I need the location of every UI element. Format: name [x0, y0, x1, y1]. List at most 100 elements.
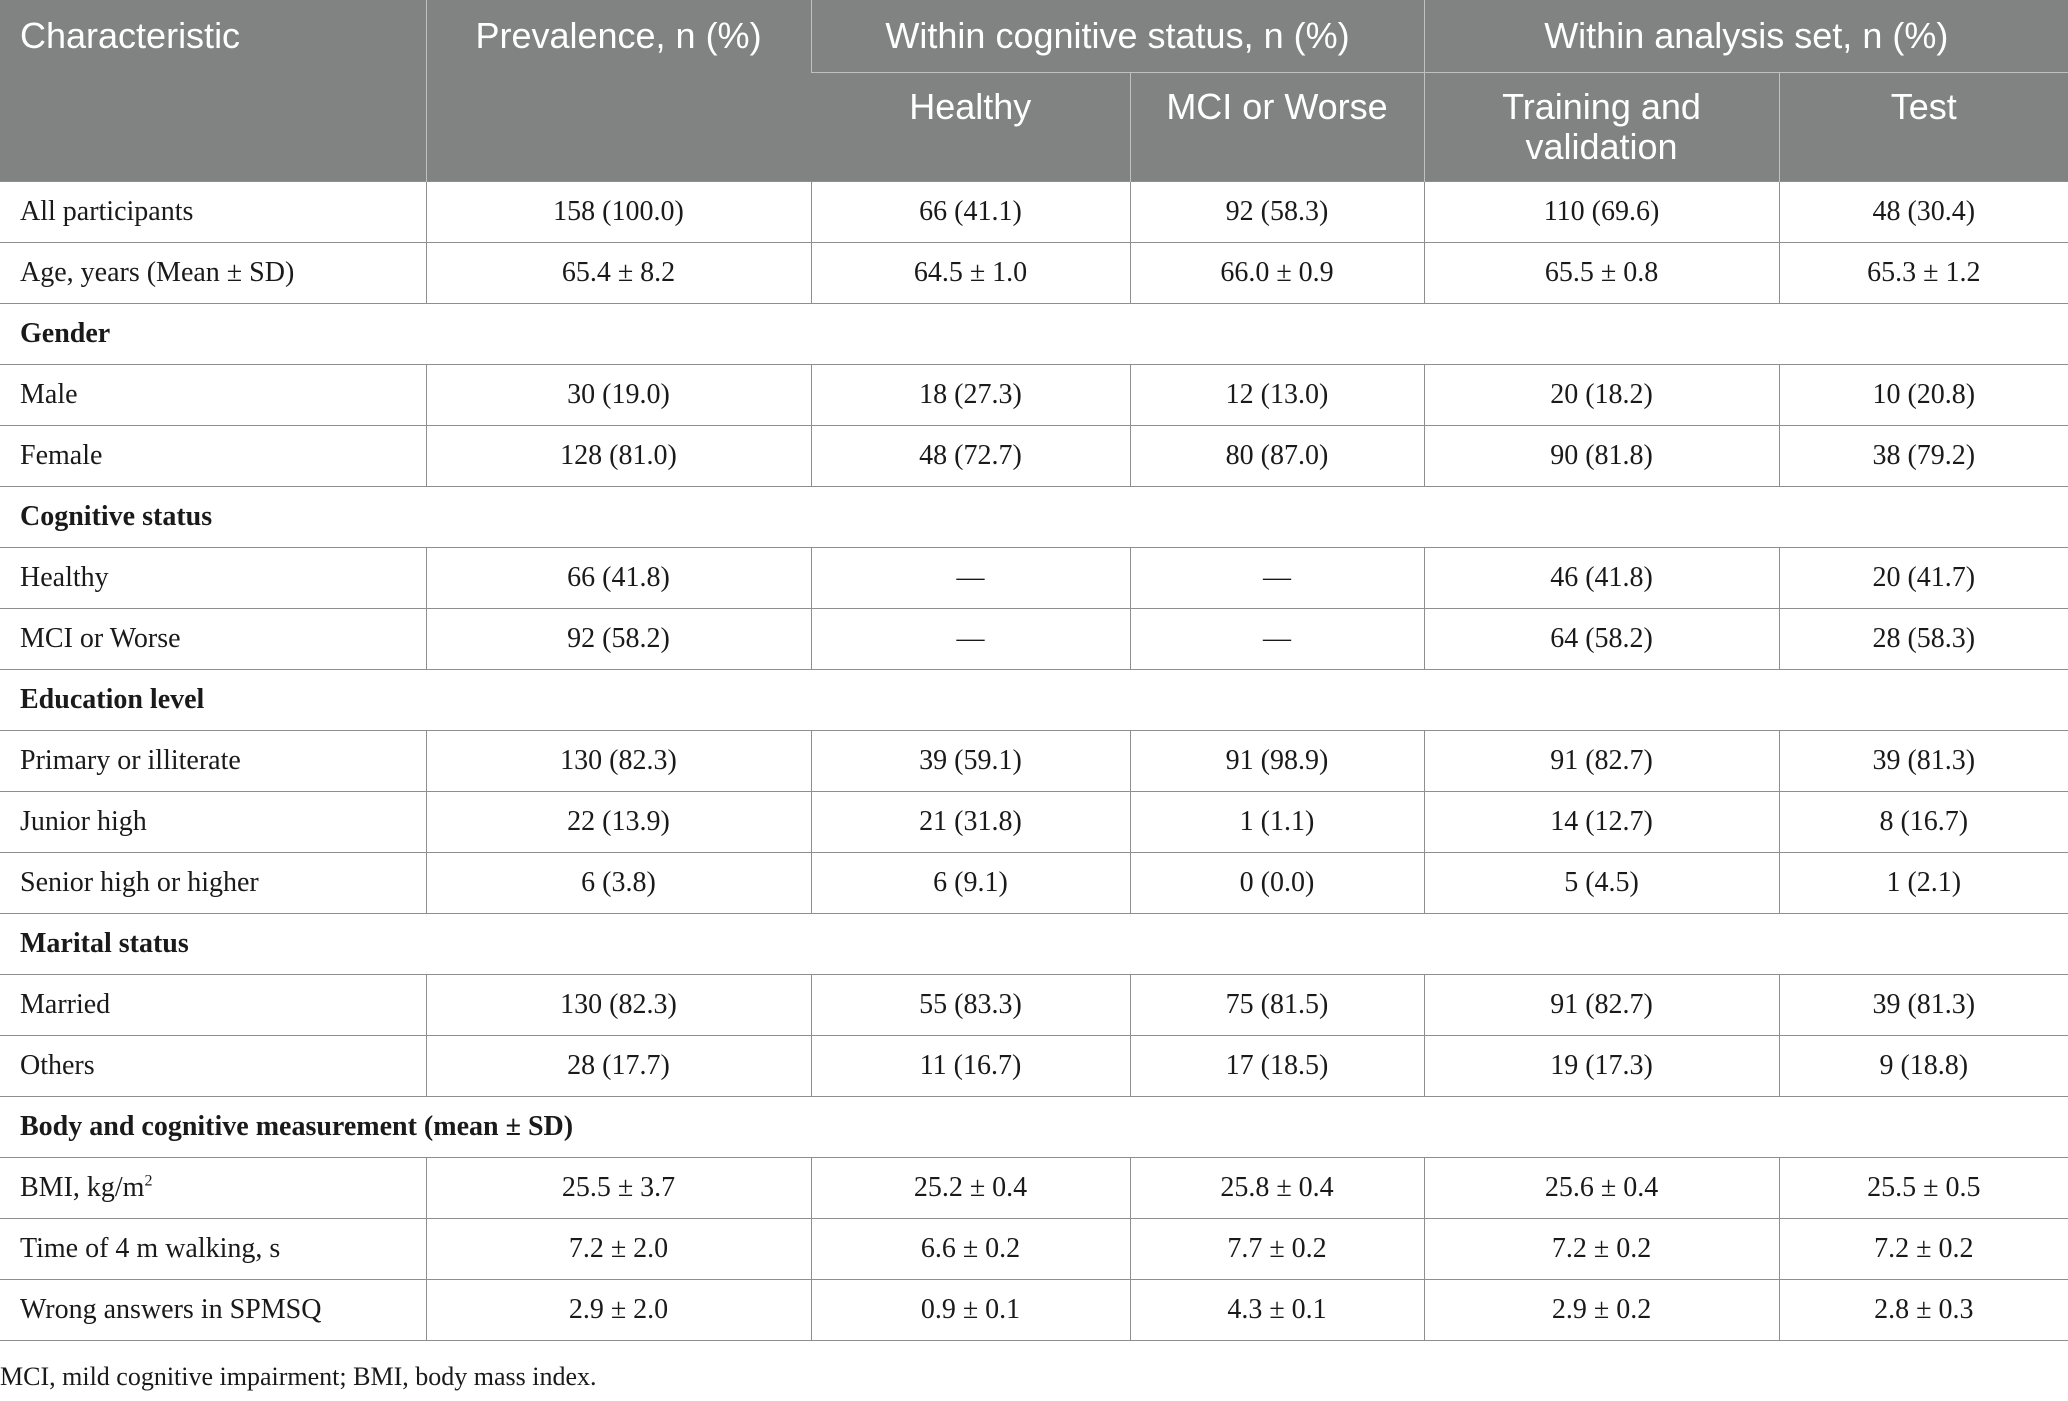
table-row: Junior high 22 (13.9) 21 (31.8) 1 (1.1) 14 (…: [0, 791, 2068, 853]
row-label: MCI or Worse: [0, 608, 426, 670]
table-row: Female 128 (81.0) 48 (72.7) 80 (87.0) 90 (81…: [0, 425, 2068, 487]
characteristics-table: Characteristic Prevalence, n (%) Within …: [0, 0, 2068, 1341]
header-within-cognitive-status: Within cognitive status, n (%): [810, 0, 1425, 73]
table-cell: 65.3 ± 1.2: [1778, 242, 2068, 304]
table-row: Healthy 66 (41.8) — —46 (41.8) 20 (41.7): [0, 547, 2068, 609]
table-cell: 22 (13.9): [425, 791, 811, 853]
table-cell: 25.6 ± 0.4: [1423, 1157, 1780, 1219]
table-row: MCI or Worse 92 (58.2) — —64 (58.2) 28 (58.3…: [0, 608, 2068, 670]
table-cell: 91 (82.7): [1423, 974, 1780, 1036]
table-cell: 9 (18.8): [1778, 1035, 2068, 1097]
table-cell: 66 (41.8): [425, 547, 811, 609]
section-label: Gender: [0, 303, 2068, 365]
table-cell: 65.5 ± 0.8: [1423, 242, 1780, 304]
row-label: BMI, kg/m2: [0, 1157, 426, 1219]
table-cell: —: [810, 608, 1130, 670]
table-cell: 75 (81.5): [1129, 974, 1425, 1036]
table-cell: 14 (12.7): [1423, 791, 1780, 853]
table-cell: 2.8 ± 0.3: [1778, 1279, 2068, 1341]
table-row: Wrong answers in SPMSQ 2.9 ± 2.0 0.9 ± 0.1…: [0, 1279, 2068, 1341]
row-label: Time of 4 m walking, s: [0, 1218, 426, 1280]
header-within-analysis-set: Within analysis set, n (%): [1423, 0, 2068, 73]
table-cell: 10 (20.8): [1778, 364, 2068, 426]
table-cell: 55 (83.3): [810, 974, 1130, 1036]
section-label: Marital status: [0, 913, 2068, 975]
section-row: Education level: [0, 669, 2068, 731]
table-cell: 20 (41.7): [1778, 547, 2068, 609]
table-cell: 11 (16.7): [810, 1035, 1130, 1097]
table-cell: 8 (16.7): [1778, 791, 2068, 853]
table-row: Senior high or higher 6 (3.8) 6 (9.1) 0 (0.…: [0, 852, 2068, 914]
row-label: Male: [0, 364, 426, 426]
table-cell: 1 (2.1): [1778, 852, 2068, 914]
table-cell: 130 (82.3): [425, 730, 811, 792]
table-cell: 28 (17.7): [425, 1035, 811, 1097]
row-label: Married: [0, 974, 426, 1036]
section-row: Gender: [0, 303, 2068, 365]
table-cell: 130 (82.3): [425, 974, 811, 1036]
table-cell: 64.5 ± 1.0: [810, 242, 1130, 304]
table-cell: 80 (87.0): [1129, 425, 1425, 487]
table-cell: 7.2 ± 0.2: [1778, 1218, 2068, 1280]
section-label: Body and cognitive measurement (mean ± S…: [0, 1096, 2068, 1158]
table-row: Others 28 (17.7) 11 (16.7) 17 (18.5) 19 (17.…: [0, 1035, 2068, 1097]
table-cell: 21 (31.8): [810, 791, 1130, 853]
table-cell: 7.7 ± 0.2: [1129, 1218, 1425, 1280]
table-cell: 48 (30.4): [1778, 181, 2068, 243]
section-row: Marital status: [0, 913, 2068, 975]
table-cell: 91 (82.7): [1423, 730, 1780, 792]
table-cell: 25.2 ± 0.4: [810, 1157, 1130, 1219]
row-label: Junior high: [0, 791, 426, 853]
table-cell: 39 (81.3): [1778, 974, 2068, 1036]
superscript: 2: [144, 1172, 153, 1190]
table-body: All participants 158 (100.0) 66 (41.1) 92 (…: [0, 181, 2068, 1341]
table-cell: 6 (3.8): [425, 852, 811, 914]
table-cell: 5 (4.5): [1423, 852, 1780, 914]
section-label: Education level: [0, 669, 2068, 731]
table-cell: 25.5 ± 3.7: [425, 1157, 811, 1219]
header-test: Test: [1778, 72, 2068, 182]
table-cell: 39 (59.1): [810, 730, 1130, 792]
row-label-text: BMI, kg/m: [20, 1172, 145, 1203]
table-row: Time of 4 m walking, s 7.2 ± 2.0 6.6 ± 0.2…: [0, 1218, 2068, 1280]
table-cell: 48 (72.7): [810, 425, 1130, 487]
table-row: BMI, kg/m2 25.5 ± 3.7 25.2 ± 0.4 25.8 ± 0.4…: [0, 1157, 2068, 1219]
table-cell: 90 (81.8): [1423, 425, 1780, 487]
header-healthy: Healthy: [811, 72, 1130, 182]
table-cell: 12 (13.0): [1129, 364, 1425, 426]
table-cell: 110 (69.6): [1423, 181, 1780, 243]
row-label: All participants: [0, 181, 426, 243]
table-row: Primary or illiterate 130 (82.3) 39 (59.1)…: [0, 730, 2068, 792]
section-label: Cognitive status: [0, 486, 2068, 548]
table-cell: 20 (18.2): [1423, 364, 1780, 426]
table-cell: —: [1129, 547, 1425, 609]
table-cell: 64 (58.2): [1423, 608, 1780, 670]
table-cell: 17 (18.5): [1129, 1035, 1425, 1097]
header-training-validation: Training and validation: [1423, 72, 1780, 182]
table-cell: 18 (27.3): [810, 364, 1130, 426]
row-label: Senior high or higher: [0, 852, 426, 914]
table-cell: 2.9 ± 0.2: [1423, 1279, 1780, 1341]
table-cell: 4.3 ± 0.1: [1129, 1279, 1425, 1341]
table-cell: —: [810, 547, 1130, 609]
row-label: Female: [0, 425, 426, 487]
row-label: Primary or illiterate: [0, 730, 426, 792]
table-row: All participants 158 (100.0) 66 (41.1) 92 (…: [0, 181, 2068, 243]
table-cell: 0 (0.0): [1129, 852, 1425, 914]
table-cell: 25.8 ± 0.4: [1129, 1157, 1425, 1219]
table-row: Married 130 (82.3) 55 (83.3) 75 (81.5) 91 (8…: [0, 974, 2068, 1036]
table-cell: 1 (1.1): [1129, 791, 1425, 853]
section-row: Body and cognitive measurement (mean ± S…: [0, 1096, 2068, 1158]
table-cell: —: [1129, 608, 1425, 670]
table-cell: 158 (100.0): [425, 181, 811, 243]
table-cell: 39 (81.3): [1778, 730, 2068, 792]
table-cell: 30 (19.0): [425, 364, 811, 426]
table-footnote: MCI, mild cognitive impairment; BMI, bod…: [0, 1362, 597, 1391]
table-header: Characteristic Prevalence, n (%) Within …: [0, 0, 2068, 182]
section-row: Cognitive status: [0, 486, 2068, 548]
table-cell: 91 (98.9): [1129, 730, 1425, 792]
header-mci-or-worse: MCI or Worse: [1129, 72, 1425, 182]
table-row: Age, years (Mean ± SD) 65.4 ± 8.2 64.5 ± 1…: [0, 242, 2068, 304]
table-cell: 7.2 ± 2.0: [425, 1218, 811, 1280]
table-cell: 66 (41.1): [810, 181, 1130, 243]
